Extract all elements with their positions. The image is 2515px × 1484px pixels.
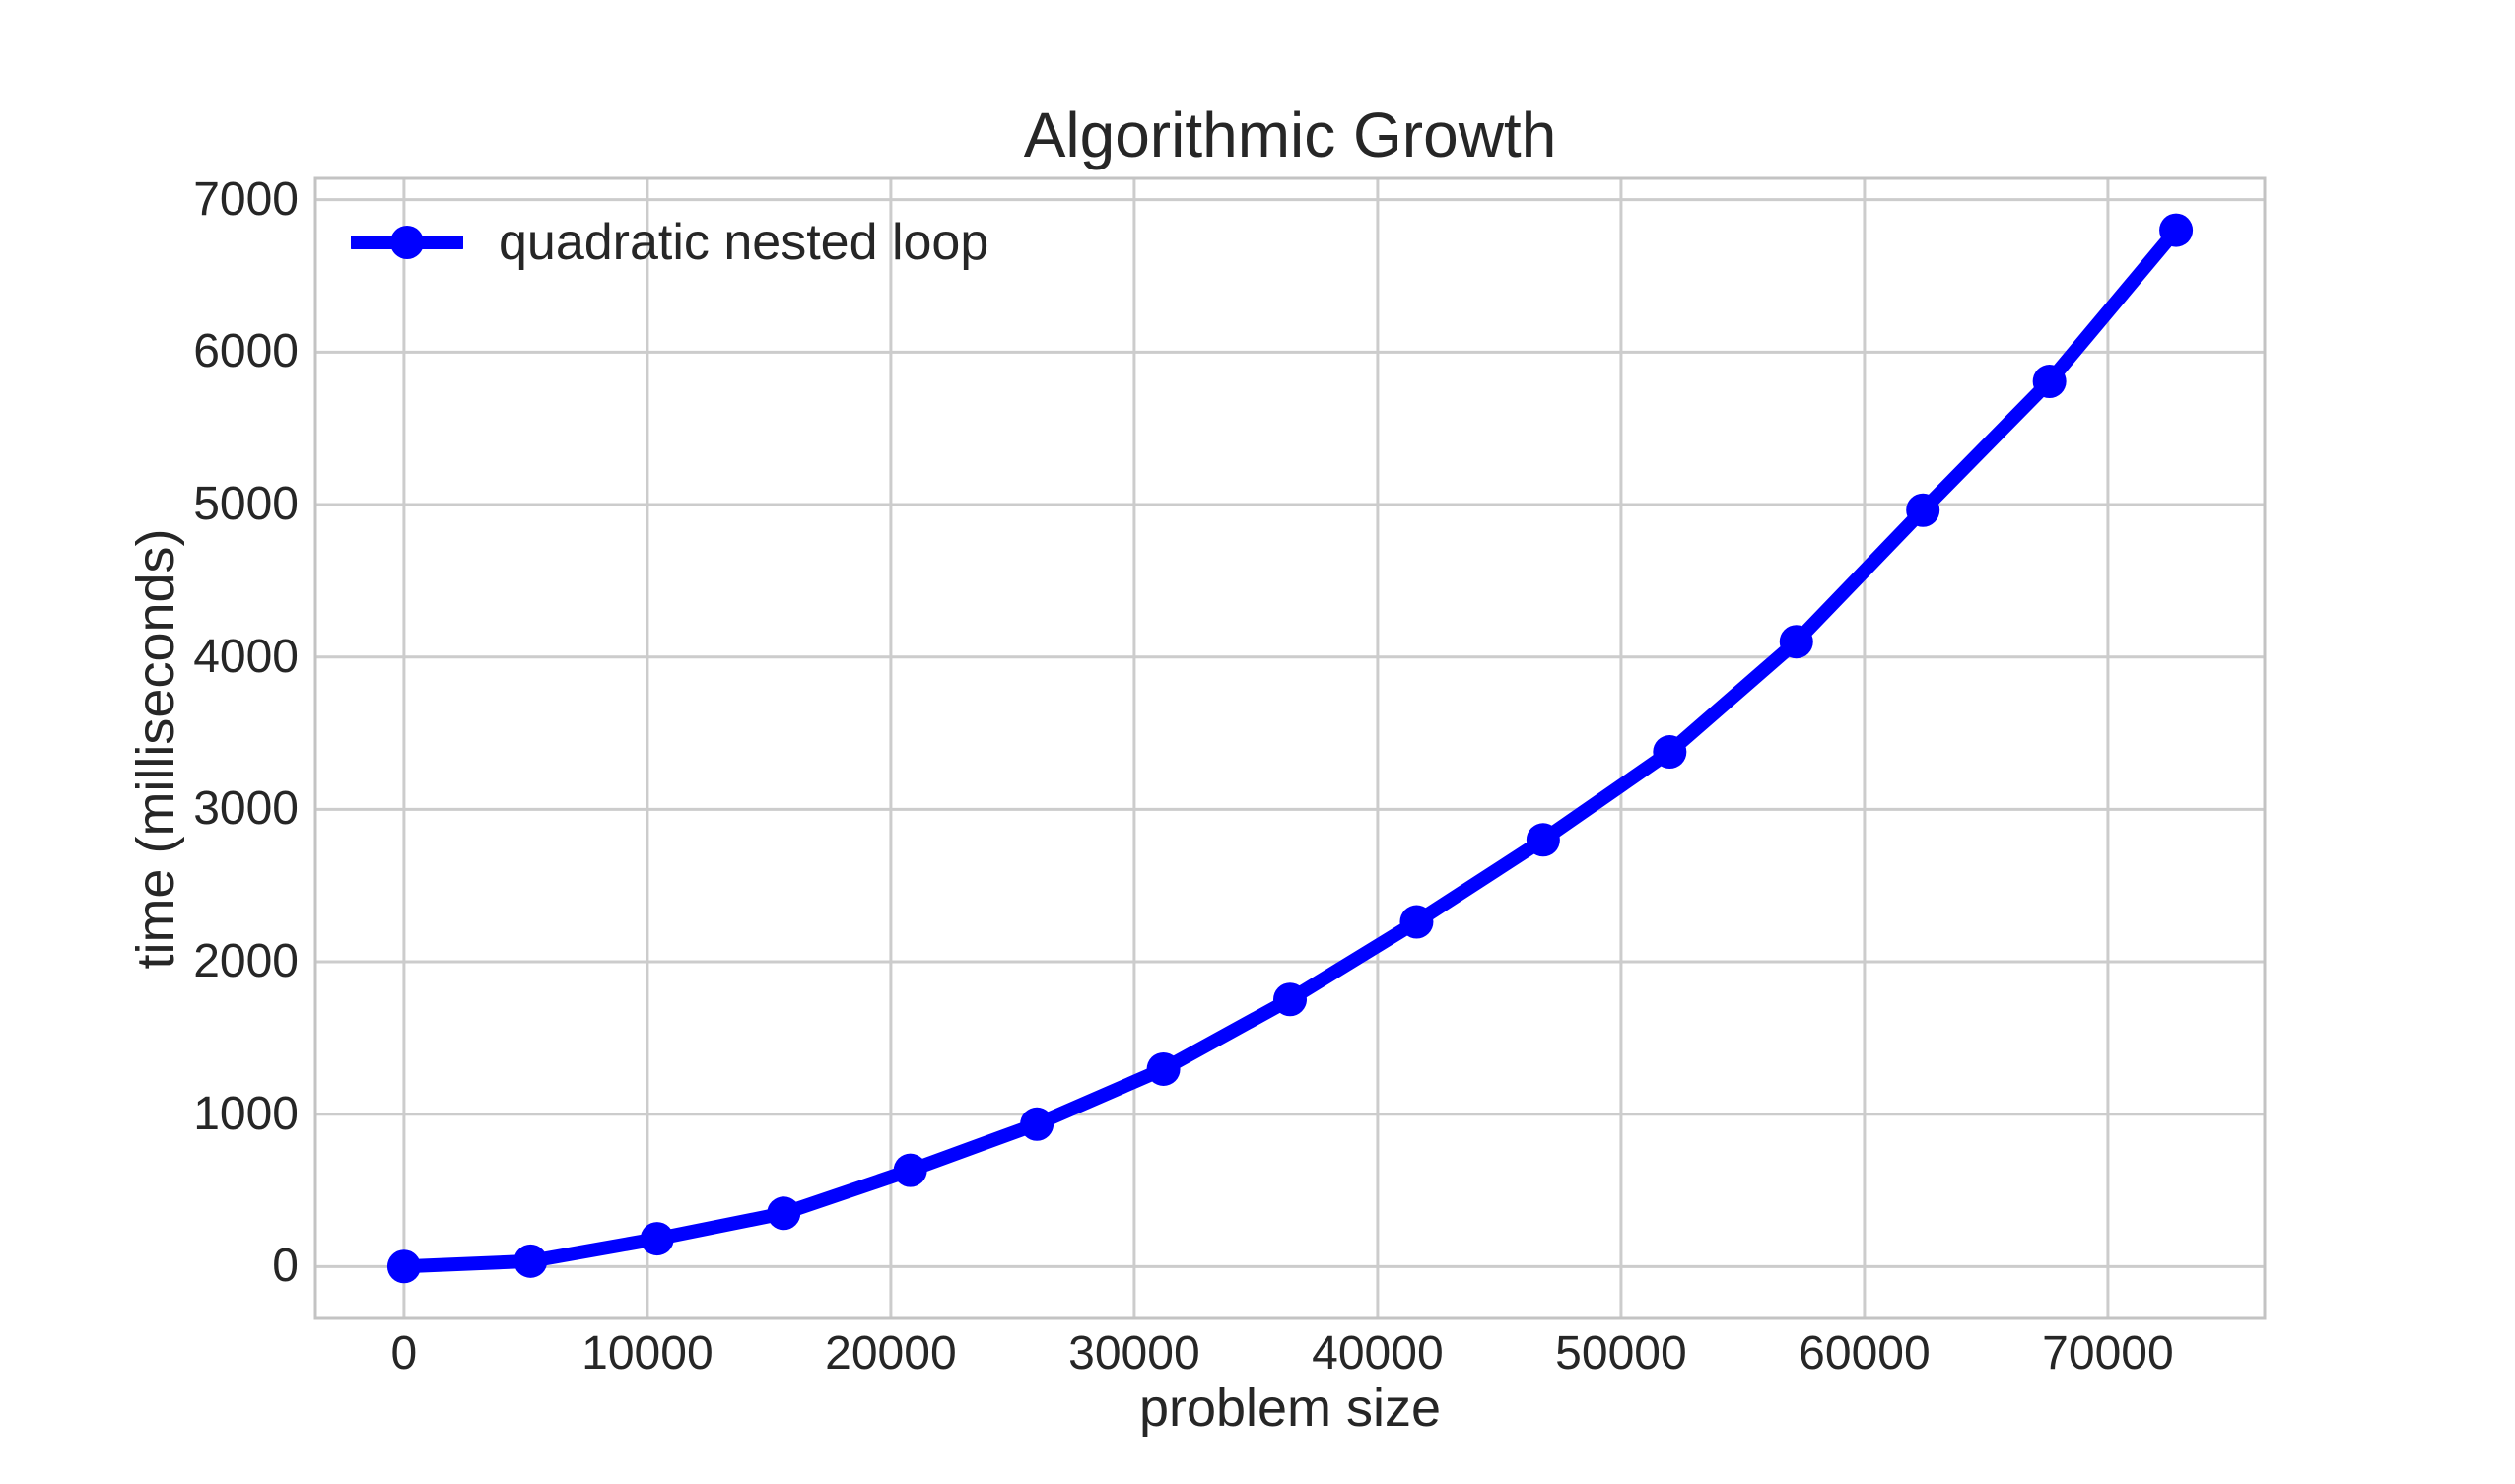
data-point-marker	[1906, 493, 1940, 527]
data-point-marker	[1526, 823, 1560, 857]
x-tick-label: 30000	[1068, 1327, 1200, 1380]
data-point-marker	[1146, 1051, 1181, 1086]
x-tick-label: 50000	[1555, 1327, 1687, 1380]
x-axis-label: problem size	[1138, 1379, 1442, 1438]
data-point-marker	[513, 1244, 548, 1278]
data-point-marker	[1399, 905, 1434, 939]
legend-line-swatch	[351, 226, 463, 259]
data-point-marker	[1653, 735, 1687, 770]
legend: quadratic nested loop	[351, 213, 988, 272]
data-point-marker	[1020, 1107, 1054, 1141]
y-tick-label: 1000	[193, 1087, 299, 1140]
data-point-marker	[767, 1196, 801, 1231]
y-tick-label: 6000	[193, 325, 299, 378]
series-line	[396, 223, 2184, 1274]
x-tick-label: 70000	[2042, 1327, 2174, 1380]
data-point-marker	[1273, 982, 1307, 1017]
y-tick-label: 3000	[193, 782, 299, 836]
x-tick-label: 10000	[581, 1327, 714, 1380]
data-point-marker	[2159, 213, 2194, 247]
legend-marker-icon	[390, 226, 424, 259]
y-tick-label: 5000	[193, 478, 299, 530]
data-point-marker	[2032, 365, 2067, 399]
x-tick-label: 40000	[1312, 1327, 1444, 1380]
x-tick-label: 20000	[825, 1327, 957, 1380]
chart-title: Algorithmic Growth	[1023, 100, 1557, 170]
y-tick-label: 0	[272, 1240, 299, 1293]
data-point-marker	[640, 1222, 674, 1256]
y-tick-label: 7000	[193, 172, 299, 226]
x-tick-label: 0	[390, 1327, 418, 1380]
legend-label: quadratic nested loop	[499, 214, 989, 271]
y-tick-label: 2000	[193, 935, 299, 988]
data-point-marker	[1779, 625, 1813, 659]
x-tick-label: 60000	[1799, 1327, 1931, 1380]
data-point-marker	[386, 1249, 421, 1284]
data-point-marker	[893, 1153, 927, 1187]
y-tick-label: 4000	[193, 630, 299, 683]
axes-frame	[313, 176, 2267, 1320]
